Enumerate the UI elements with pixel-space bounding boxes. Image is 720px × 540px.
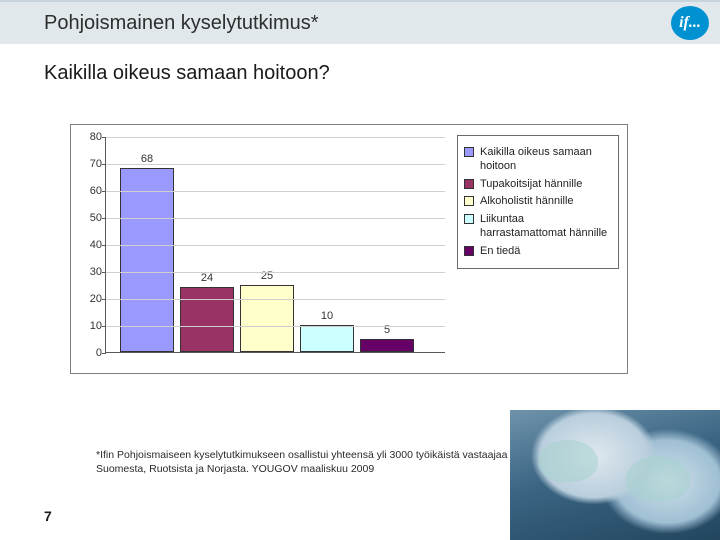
legend-item: Kaikilla oikeus samaan hoitoon bbox=[464, 146, 612, 174]
gridline bbox=[106, 164, 445, 165]
gridline bbox=[106, 326, 445, 327]
y-tick-label: 60 bbox=[82, 185, 102, 197]
bar-value-label: 10 bbox=[321, 310, 333, 322]
y-tick-label: 50 bbox=[82, 212, 102, 224]
page-number: 7 bbox=[44, 508, 52, 524]
bar bbox=[360, 339, 414, 353]
y-tick-label: 80 bbox=[82, 131, 102, 143]
bar-col: 68 bbox=[120, 153, 174, 352]
bar-chart: 68 24 25 10 5 0 10 20 30 40 50 60 70 80 Kaikilla oik… bbox=[70, 124, 628, 374]
y-tick-mark bbox=[102, 299, 106, 300]
bar-col: 5 bbox=[360, 324, 414, 353]
bar-col: 24 bbox=[180, 272, 234, 352]
decorative-photo bbox=[510, 410, 720, 540]
legend-item: Liikuntaa harrastamattomat hännille bbox=[464, 213, 612, 241]
legend-label: Alkoholistit hännille bbox=[480, 195, 574, 209]
y-tick-label: 10 bbox=[82, 320, 102, 332]
brand-logo: if... bbox=[670, 3, 710, 43]
plot-area: 682425105 01020304050607080 bbox=[105, 137, 445, 353]
legend-label: En tiedä bbox=[480, 245, 520, 259]
gridline bbox=[106, 299, 445, 300]
legend-label: Kaikilla oikeus samaan hoitoon bbox=[480, 146, 612, 174]
legend-item: En tiedä bbox=[464, 245, 612, 259]
legend-item: Tupakoitsijat hännille bbox=[464, 178, 612, 192]
legend-label: Tupakoitsijat hännille bbox=[480, 178, 582, 192]
footnote: *Ifin Pohjoismaiseen kyselytutkimukseen … bbox=[96, 448, 536, 476]
legend-swatch bbox=[464, 196, 474, 206]
bar bbox=[180, 287, 234, 352]
bar bbox=[240, 285, 294, 353]
legend-swatch bbox=[464, 214, 474, 224]
gridline bbox=[106, 191, 445, 192]
gridline bbox=[106, 218, 445, 219]
bar bbox=[120, 168, 174, 352]
legend-swatch bbox=[464, 147, 474, 157]
y-tick-mark bbox=[102, 191, 106, 192]
y-tick-label: 0 bbox=[82, 347, 102, 359]
gridline bbox=[106, 245, 445, 246]
y-tick-label: 40 bbox=[82, 239, 102, 251]
bar-value-label: 24 bbox=[201, 272, 213, 284]
bar-col: 25 bbox=[240, 270, 294, 353]
subtitle: Kaikilla oikeus samaan hoitoon? bbox=[0, 44, 720, 85]
y-tick-mark bbox=[102, 245, 106, 246]
bar-col: 10 bbox=[300, 310, 354, 352]
y-tick-mark bbox=[102, 218, 106, 219]
page-title: Pohjoismainen kyselytutkimus* bbox=[44, 12, 319, 35]
y-tick-label: 30 bbox=[82, 266, 102, 278]
chart-legend: Kaikilla oikeus samaan hoitoon Tupakoitsi… bbox=[457, 135, 619, 269]
y-tick-label: 70 bbox=[82, 158, 102, 170]
bar bbox=[300, 325, 354, 352]
legend-swatch bbox=[464, 179, 474, 189]
header-bar: Pohjoismainen kyselytutkimus* if... bbox=[0, 0, 720, 44]
y-tick-mark bbox=[102, 326, 106, 327]
logo-text: if... bbox=[679, 14, 701, 31]
legend-label: Liikuntaa harrastamattomat hännille bbox=[480, 213, 612, 241]
gridline bbox=[106, 137, 445, 138]
y-tick-mark bbox=[102, 164, 106, 165]
y-tick-mark bbox=[102, 353, 106, 354]
y-tick-label: 20 bbox=[82, 293, 102, 305]
legend-item: Alkoholistit hännille bbox=[464, 195, 612, 209]
legend-swatch bbox=[464, 246, 474, 256]
gridline bbox=[106, 272, 445, 273]
y-tick-mark bbox=[102, 137, 106, 138]
y-tick-mark bbox=[102, 272, 106, 273]
